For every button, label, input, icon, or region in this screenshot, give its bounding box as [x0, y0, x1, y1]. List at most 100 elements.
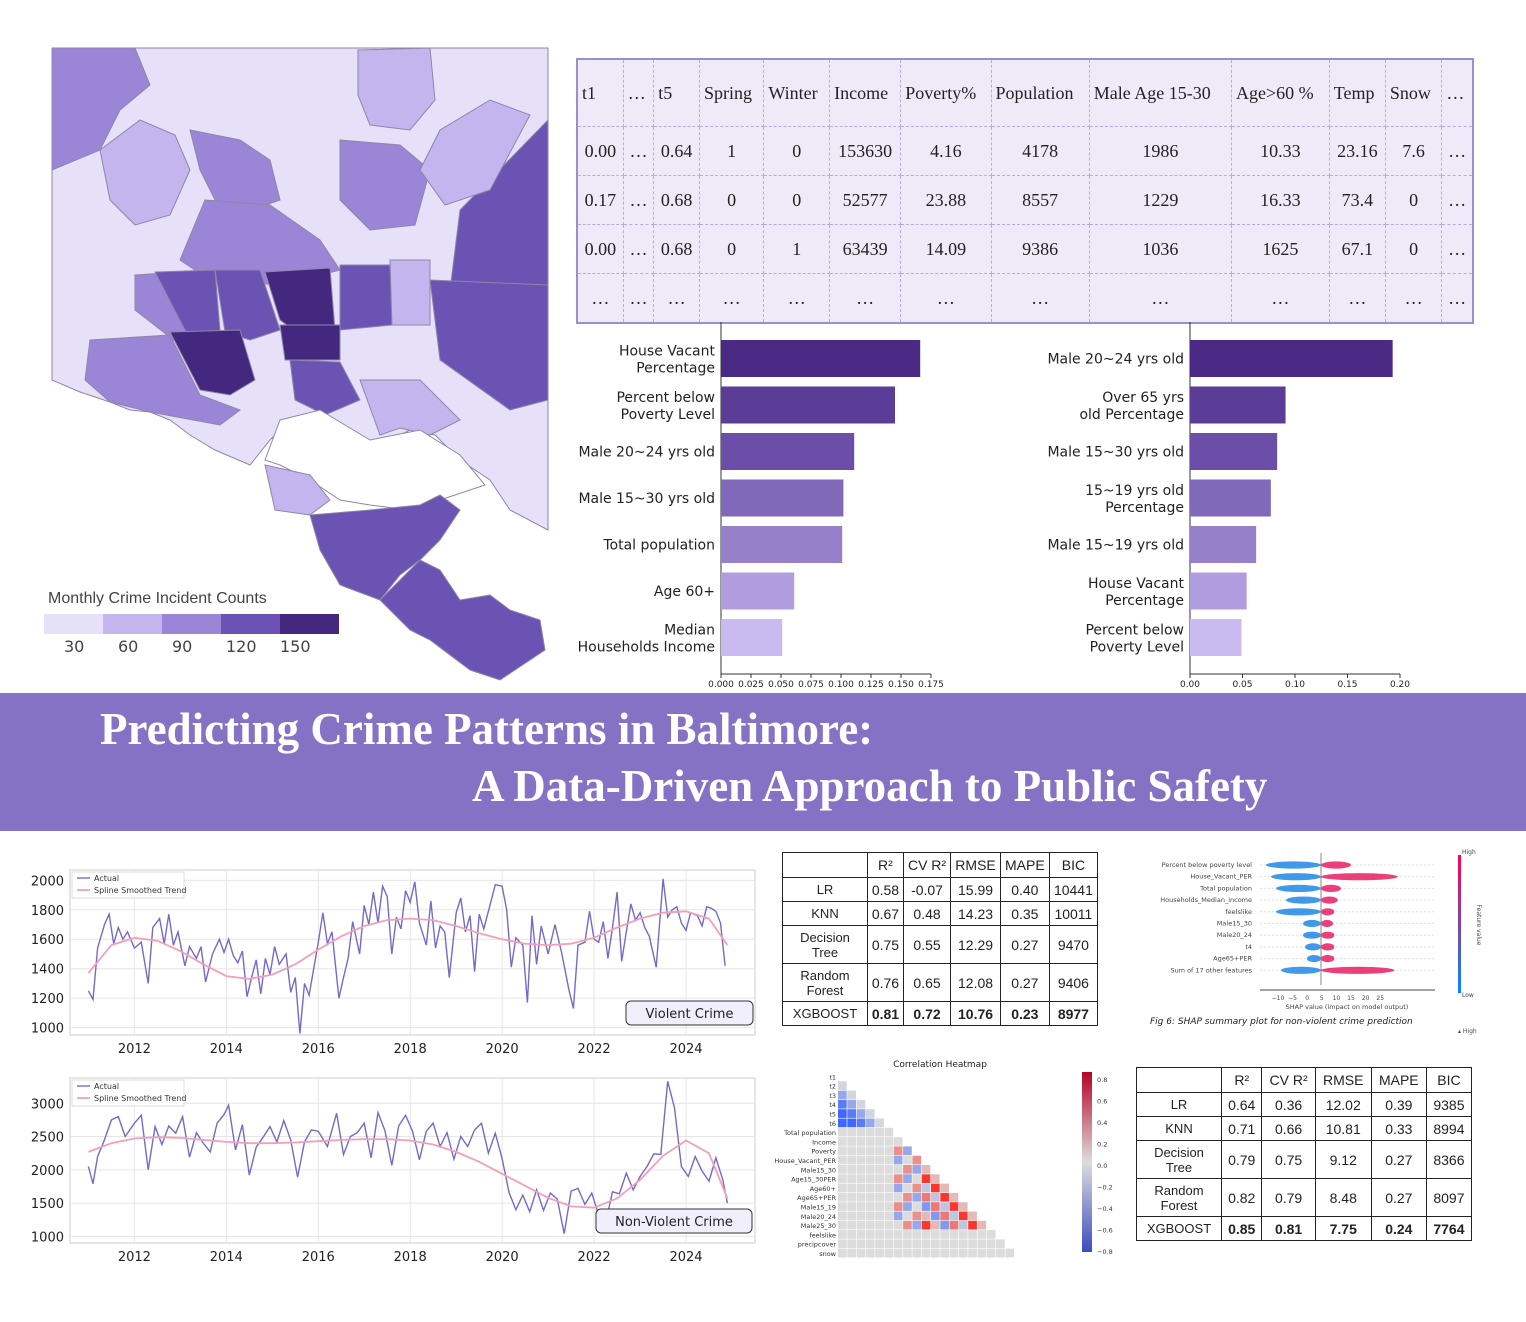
heatmap-row-label: t5 [829, 1111, 836, 1119]
metrics-cell: 0.64 [1220, 1092, 1263, 1117]
x-tick-label: 0.125 [858, 680, 884, 690]
actual-line [87, 878, 726, 1034]
metrics-cell: 8994 [1425, 1116, 1473, 1141]
heatmap-cell [847, 1174, 856, 1183]
shap-colorbar [1458, 855, 1461, 993]
trend-line [88, 1136, 729, 1209]
heatmap-cell [875, 1211, 884, 1221]
heatmap-cell [856, 1118, 866, 1128]
heatmap-cell [949, 1202, 959, 1211]
metrics-cell: 0.33 [1370, 1116, 1427, 1141]
heatmap-cell [912, 1202, 922, 1211]
metrics-cell: 10.76 [950, 1001, 1001, 1026]
heatmap-cell [875, 1230, 884, 1239]
shap-x-tick: 15 [1347, 995, 1355, 1002]
heatmap-cell [996, 1239, 1005, 1249]
metrics-table-nonviolent: R² CV R² RMSE MAPE BIC LR 0.64 0.36 12.02 0.39 938… [1136, 1067, 1473, 1241]
shap-points-high [1321, 884, 1341, 892]
x-tick-label: 0.100 [828, 680, 854, 690]
bar-label: Percentage [636, 361, 715, 377]
heatmap-cell [931, 1230, 940, 1239]
heatmap-row-label: t6 [829, 1120, 836, 1128]
feature-table-cell: 0.64 [653, 126, 700, 176]
heatmap-cell [865, 1230, 875, 1239]
metrics-cell: 12.02 [1314, 1092, 1372, 1117]
heatmap-cell [921, 1248, 931, 1258]
x-tick-label: 2024 [669, 1250, 702, 1265]
map-region [357, 47, 436, 131]
y-tick-label: 1200 [31, 992, 64, 1007]
feature-table-row: 0.17… 0.68 0 0 52577 23.88 8557 1229 16.33 73.4 0… [576, 175, 1474, 225]
feature-table-cell: 1 [698, 126, 765, 176]
legend [71, 1079, 185, 1107]
shap-colorbar-label: Feature value [1475, 905, 1482, 946]
heatmap-cell [903, 1183, 912, 1193]
metrics-header-cell: CV R² [902, 852, 952, 878]
heatmap-row-label: Income [812, 1138, 836, 1146]
legend-label-trend: Spline Smoothed Trend [94, 1094, 186, 1103]
heatmap-cell [893, 1202, 903, 1211]
metrics-header-cell: BIC [1048, 852, 1099, 878]
metrics-cell: 0.27 [999, 925, 1050, 964]
heatmap-cell [838, 1192, 847, 1202]
heatmap-cell [838, 1146, 847, 1156]
shap-points-high [1321, 943, 1335, 951]
feature-table-cell: … [1328, 273, 1386, 324]
map-region [359, 379, 461, 436]
heatmap-cell [958, 1220, 968, 1230]
metrics-cell: 7.75 [1314, 1216, 1372, 1241]
heatmap-cell [847, 1239, 856, 1249]
heatmap-colorbar-tick: 0.0 [1097, 1162, 1107, 1170]
bar-label: Percent below [1085, 623, 1184, 639]
x-tick-label: 2016 [302, 1250, 335, 1265]
heatmap-cell [875, 1118, 884, 1128]
feature-table-row: 0.00… 0.68 0 1 63439 14.09 9386 1036 1625 67.1 0… [576, 224, 1474, 274]
metrics-header-cell [1136, 1067, 1222, 1093]
feature-table-cell: 52577 [829, 175, 902, 225]
map-region [169, 329, 256, 396]
metrics-cell: 9.12 [1314, 1140, 1372, 1179]
heatmap-cell [838, 1127, 847, 1137]
y-tick-label: 1600 [31, 933, 64, 948]
heatmap-cell [884, 1155, 894, 1165]
map-region [99, 119, 191, 226]
heatmap-cell [921, 1230, 931, 1239]
shap-feature-label: Male15_30 [1217, 920, 1252, 928]
feature-table-cell: 23.88 [900, 175, 992, 225]
bar-label: Male 20~24 yrs old [1047, 352, 1184, 368]
metrics-header-cell [782, 852, 868, 878]
heatmap-cell [847, 1155, 856, 1165]
heatmap-cell [847, 1202, 856, 1211]
feature-table-cell: 0 [698, 224, 765, 274]
metrics-header-cell: R² [867, 852, 904, 878]
heatmap-colorbar-tick: −0.4 [1097, 1205, 1113, 1213]
shap-feature-label: feelslike [1225, 908, 1252, 916]
shap-points-high [1321, 919, 1333, 928]
trend-line [87, 910, 729, 980]
heatmap-cell [893, 1137, 903, 1146]
heatmap-cell [847, 1118, 856, 1128]
metrics-cell: 0.82 [1220, 1178, 1263, 1217]
heatmap-cell [856, 1099, 866, 1109]
feature-table-header-cell: Male Age 15-30 [1088, 58, 1232, 127]
heatmap-row-label: Age65+PER [797, 1194, 836, 1202]
shap-x-tick: −5 [1288, 995, 1297, 1002]
feature-table-cell: 0.68 [653, 224, 700, 274]
map-region [289, 359, 361, 416]
shap-x-tick: 10 [1333, 995, 1341, 1002]
heatmap-cell [884, 1239, 894, 1249]
shap-points-low [1271, 873, 1321, 881]
shap-points-high [1321, 908, 1335, 916]
y-tick-label: 2000 [31, 1164, 64, 1179]
title-line-2: A Data-Driven Approach to Public Safety [472, 761, 1268, 811]
heatmap-cell [865, 1118, 875, 1128]
heatmap-cell [940, 1230, 949, 1239]
feature-table-header-cell: Age>60 % [1230, 58, 1330, 127]
shap-colorbar-high: High [1462, 849, 1476, 856]
heatmap-cell [968, 1230, 977, 1239]
feature-table-header-cell: t1 [576, 58, 624, 127]
shap-feature-label: Percent below poverty level [1162, 861, 1253, 869]
metrics-cell: 9385 [1425, 1092, 1473, 1117]
